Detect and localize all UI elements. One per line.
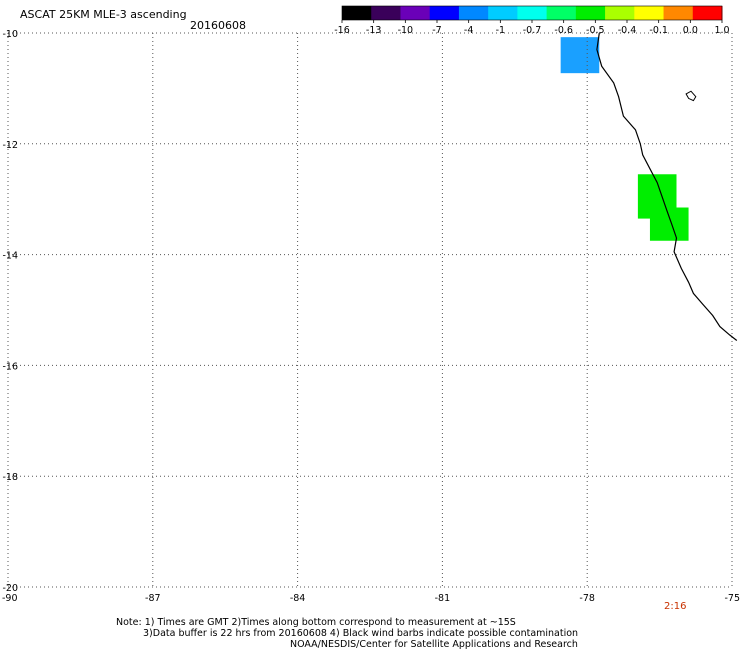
lon-tick-label: -90 (2, 593, 18, 604)
colorbar-label: -0.7 (523, 25, 542, 36)
colorbar-segment (546, 6, 577, 20)
colorbar-segment (488, 6, 518, 20)
colorbar-segment (342, 6, 372, 20)
lon-tick-label: -75 (724, 593, 740, 604)
colorbar-segment (517, 6, 548, 20)
colorbar-label: -7 (432, 25, 441, 36)
lat-tick-label: -18 (2, 472, 18, 483)
footer-note-1: Note: 1) Times are GMT 2)Times along bot… (116, 617, 516, 628)
lon-tick-label: -87 (145, 593, 161, 604)
lat-tick-label: -20 (2, 583, 18, 594)
colorbar-segment (692, 6, 723, 20)
colorbar-label: -13 (366, 25, 382, 36)
colorbar-label: -0.1 (649, 25, 668, 36)
coastline (596, 32, 738, 341)
colorbar-segment (663, 6, 694, 20)
colorbar-label: -1 (496, 25, 505, 36)
colorbar-segment (575, 6, 606, 20)
colorbar-label: -0.6 (554, 25, 573, 36)
data-cell (649, 207, 689, 241)
footer-note-2: 3)Data buffer is 22 hrs from 20160608 4)… (143, 628, 579, 639)
colorbar-segment (634, 6, 665, 20)
lon-tick-label: -78 (579, 593, 595, 604)
lon-tick-label: -84 (290, 593, 306, 604)
footer-credit: NOAA/NESDIS/Center for Satellite Applica… (290, 639, 578, 650)
colorbar-segment (400, 6, 431, 20)
colorbar-segment (429, 6, 460, 20)
lat-tick-label: -14 (2, 251, 18, 262)
colorbar-label: -16 (334, 25, 350, 36)
island (685, 90, 697, 102)
lon-tick-label: -81 (435, 593, 451, 604)
colorbar-label: 0.0 (683, 25, 698, 36)
data-cell (560, 37, 600, 74)
colorbar-label: -0.4 (618, 25, 637, 36)
lat-tick-label: -12 (2, 140, 18, 151)
colorbar-label: -0.5 (586, 25, 605, 36)
pass-time: 2:16 (664, 601, 687, 612)
lat-tick-label: -10 (2, 29, 18, 40)
colorbar-label: -10 (398, 25, 414, 36)
colorbar-segment (605, 6, 635, 20)
colorbar-label: -4 (464, 25, 473, 36)
colorbar-segment (371, 6, 401, 20)
colorbar-label: 1.0 (714, 25, 729, 36)
product-date: 20160608 (190, 19, 246, 32)
product-title: ASCAT 25KM MLE-3 ascending (20, 8, 187, 21)
colorbar-segment (458, 6, 489, 20)
lat-tick-label: -16 (2, 361, 18, 372)
